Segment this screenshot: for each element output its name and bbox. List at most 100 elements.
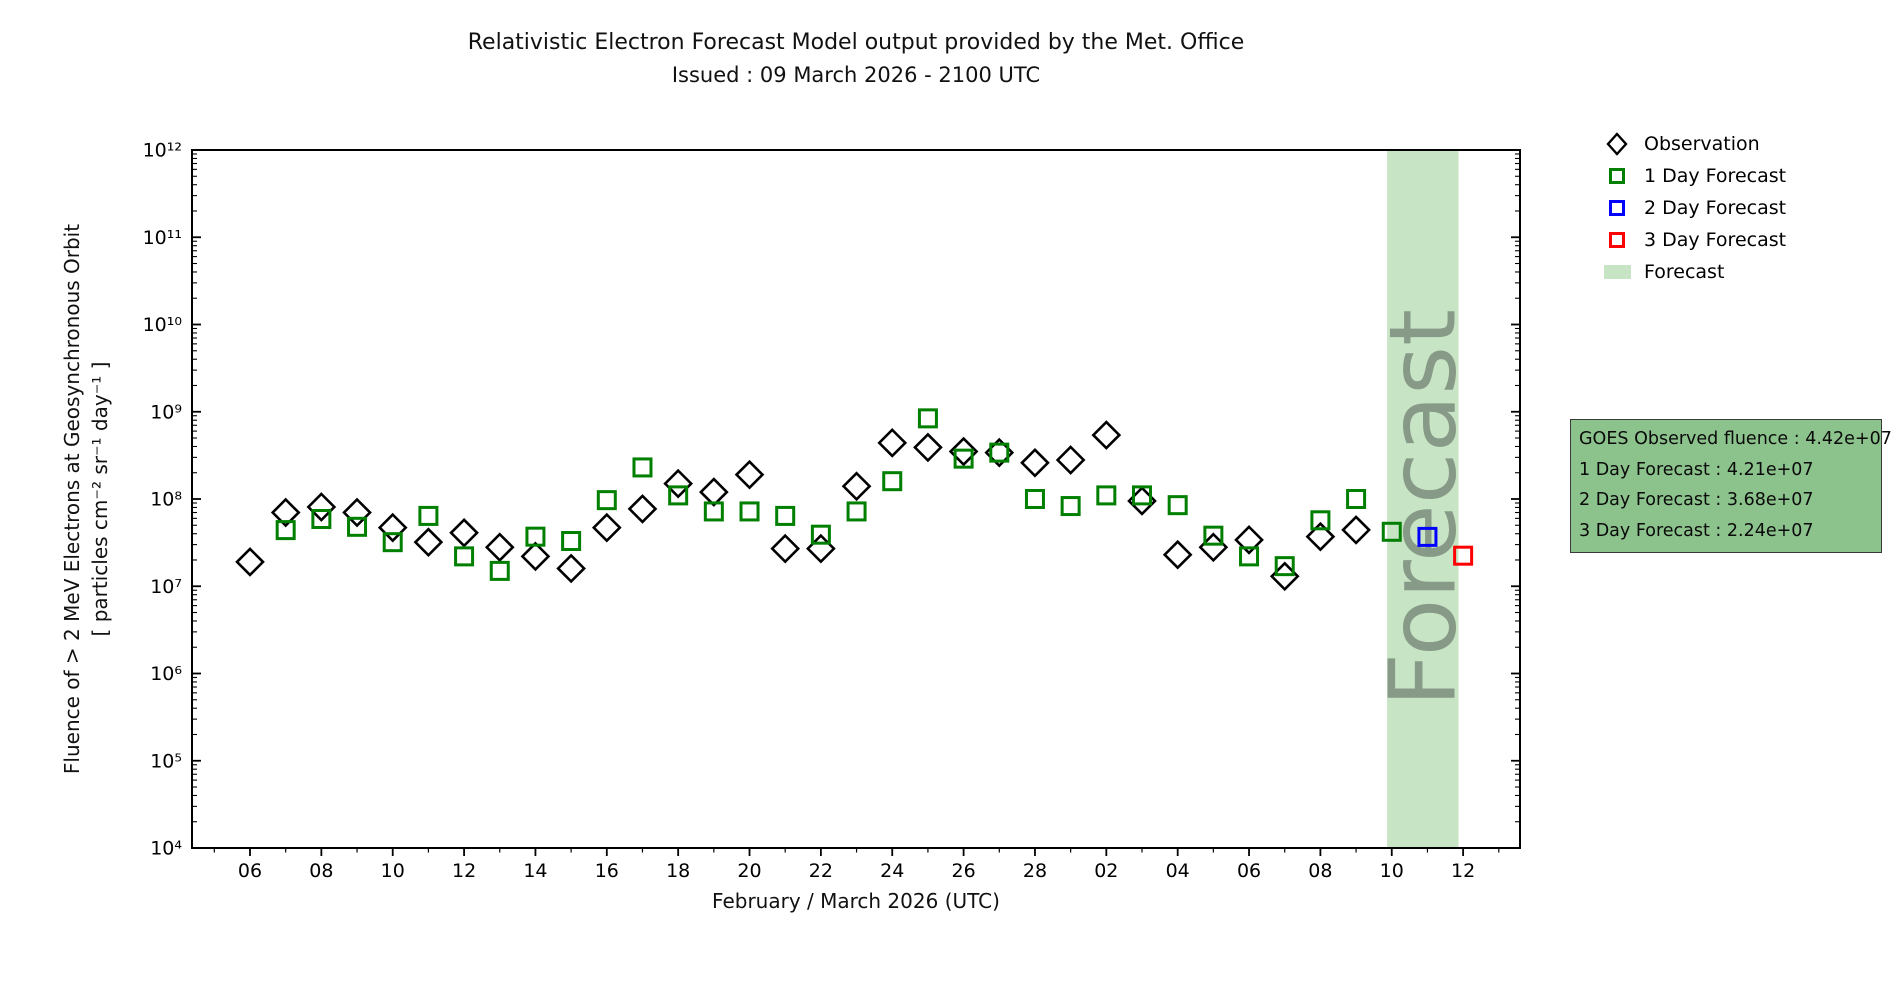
data-point-observation	[342, 497, 372, 528]
data-point-1-day-forecast	[1167, 495, 1188, 516]
data-point-observation	[591, 512, 622, 543]
data-point-1-day-forecast	[418, 505, 439, 526]
data-point-1-day-forecast	[382, 532, 403, 553]
forecast-band-swatch-icon	[1604, 265, 1631, 279]
data-point-1-day-forecast	[1060, 496, 1081, 517]
x-tick-label: 02	[1094, 860, 1118, 882]
data-point-1-day-forecast	[1274, 556, 1295, 577]
data-point-1-day-forecast	[525, 526, 546, 547]
x-tick-label: 10	[1380, 860, 1404, 882]
x-tick-label: 08	[1308, 860, 1332, 882]
y-tick-label: 10⁸	[150, 489, 182, 511]
chart-title: Relativistic Electron Forecast Model out…	[467, 30, 1245, 55]
data-point-observation	[770, 533, 801, 564]
info-line-3-day: 3 Day Forecast : 2.24e+07	[1579, 520, 1814, 541]
x-tick-label: 06	[1237, 860, 1261, 882]
data-point-observation	[484, 532, 515, 563]
data-point-observation	[306, 492, 337, 522]
chart-subtitle: Issued : 09 March 2026 - 2100 UTC	[671, 63, 1041, 87]
data-point-observation	[1055, 445, 1086, 475]
data-point-observation	[413, 527, 444, 558]
data-point-observation	[520, 541, 551, 572]
data-point-1-day-forecast	[1381, 521, 1402, 542]
data-point-1-day-forecast	[1132, 485, 1152, 506]
data-point-1-day-forecast	[953, 448, 974, 469]
legend-item-1-day-forecast: 1 Day Forecast	[1602, 160, 1786, 192]
y-axis-label-line1: Fluence of > 2 MeV Electrons at Geosynch…	[60, 223, 84, 775]
data-point-observation	[1091, 420, 1122, 450]
legend-item-observation: Observation	[1602, 128, 1786, 160]
x-tick-label: 24	[880, 860, 904, 882]
forecast-values-box: GOES Observed fluence : 4.42e+07 1 Day F…	[1570, 419, 1892, 553]
legend: Observation 1 Day Forecast 2 Day Forecas…	[1602, 128, 1786, 288]
data-point-observation	[841, 471, 872, 502]
one-day-forecast-square-icon	[1609, 168, 1625, 184]
legend-item-2-day-forecast: 2 Day Forecast	[1602, 192, 1786, 224]
data-point-1-day-forecast	[561, 531, 582, 552]
x-tick-label: 22	[809, 860, 833, 882]
legend-label-forecast: Forecast	[1644, 261, 1725, 283]
data-point-1-day-forecast	[1203, 525, 1224, 546]
x-tick-label: 12	[1451, 860, 1475, 882]
data-point-observation	[1305, 521, 1336, 552]
legend-label-3-day: 3 Day Forecast	[1644, 229, 1787, 251]
data-point-1-day-forecast	[703, 501, 724, 522]
data-point-1-day-forecast	[846, 501, 867, 522]
data-point-1-day-forecast	[1310, 510, 1331, 531]
info-line-1-day: 1 Day Forecast : 4.21e+07	[1579, 459, 1814, 480]
y-tick-label: 10¹²	[143, 140, 182, 162]
data-point-observation	[948, 436, 979, 467]
y-tick-label: 10⁵	[150, 750, 182, 772]
x-tick-label: 04	[1166, 860, 1190, 882]
data-point-1-day-forecast	[989, 442, 1010, 463]
data-point-observation	[1020, 447, 1050, 478]
x-tick-label: 14	[523, 860, 547, 882]
legend-item-forecast-band: Forecast	[1602, 256, 1786, 288]
data-point-1-day-forecast	[1346, 489, 1367, 509]
data-point-3-day-forecast	[1453, 545, 1474, 566]
legend-label-1-day: 1 Day Forecast	[1644, 165, 1787, 187]
data-point-1-day-forecast	[775, 505, 796, 526]
legend-label-observation: Observation	[1644, 133, 1760, 155]
data-point-observation	[699, 477, 729, 507]
data-point-1-day-forecast	[489, 560, 510, 581]
data-point-1-day-forecast	[632, 457, 653, 478]
data-point-1-day-forecast	[810, 524, 831, 545]
data-point-observation	[913, 432, 943, 463]
data-point-1-day-forecast	[739, 501, 760, 522]
data-point-observation	[1341, 515, 1371, 545]
data-point-observation	[663, 468, 693, 499]
data-point-observation	[877, 428, 908, 458]
data-point-1-day-forecast	[1096, 485, 1117, 506]
plot-area: Forecast 06 08 10 12 14 16 18 20 22 24 26 28 02 04 06 08…	[143, 140, 1521, 882]
data-point-1-day-forecast	[882, 471, 903, 492]
y-tick-label: 10⁶	[150, 663, 182, 685]
data-point-1-day-forecast	[454, 546, 475, 567]
data-point-1-day-forecast	[668, 485, 689, 506]
legend-item-3-day-forecast: 3 Day Forecast	[1602, 224, 1786, 256]
x-tick-label: 06	[238, 860, 262, 882]
two-day-forecast-square-icon	[1609, 200, 1625, 216]
y-tick-label: 10⁷	[150, 576, 182, 598]
x-tick-label: 28	[1023, 860, 1047, 882]
x-tick-label: 26	[952, 860, 976, 882]
data-point-1-day-forecast	[1239, 546, 1260, 567]
forecast-watermark-text: Forecast	[1369, 309, 1476, 707]
x-tick-label: 08	[309, 860, 333, 882]
y-tick-label: 10¹⁰	[143, 314, 182, 336]
data-point-observation	[449, 517, 479, 548]
data-point-1-day-forecast	[347, 516, 368, 537]
data-point-1-day-forecast	[917, 408, 938, 429]
observation-diamond-icon	[1606, 132, 1628, 156]
forecast-band	[1387, 151, 1459, 847]
data-point-observation	[377, 512, 408, 543]
data-point-observation	[627, 494, 658, 524]
data-point-1-day-forecast	[311, 508, 332, 529]
x-tick-label: 18	[666, 860, 690, 882]
info-line-2-day: 2 Day Forecast : 3.68e+07	[1579, 490, 1814, 510]
x-tick-label: 12	[452, 860, 476, 882]
data-point-1-day-forecast	[275, 520, 296, 541]
x-tick-label: 20	[737, 860, 761, 882]
legend-label-2-day: 2 Day Forecast	[1644, 197, 1787, 219]
data-point-2-day-forecast	[1417, 526, 1438, 547]
